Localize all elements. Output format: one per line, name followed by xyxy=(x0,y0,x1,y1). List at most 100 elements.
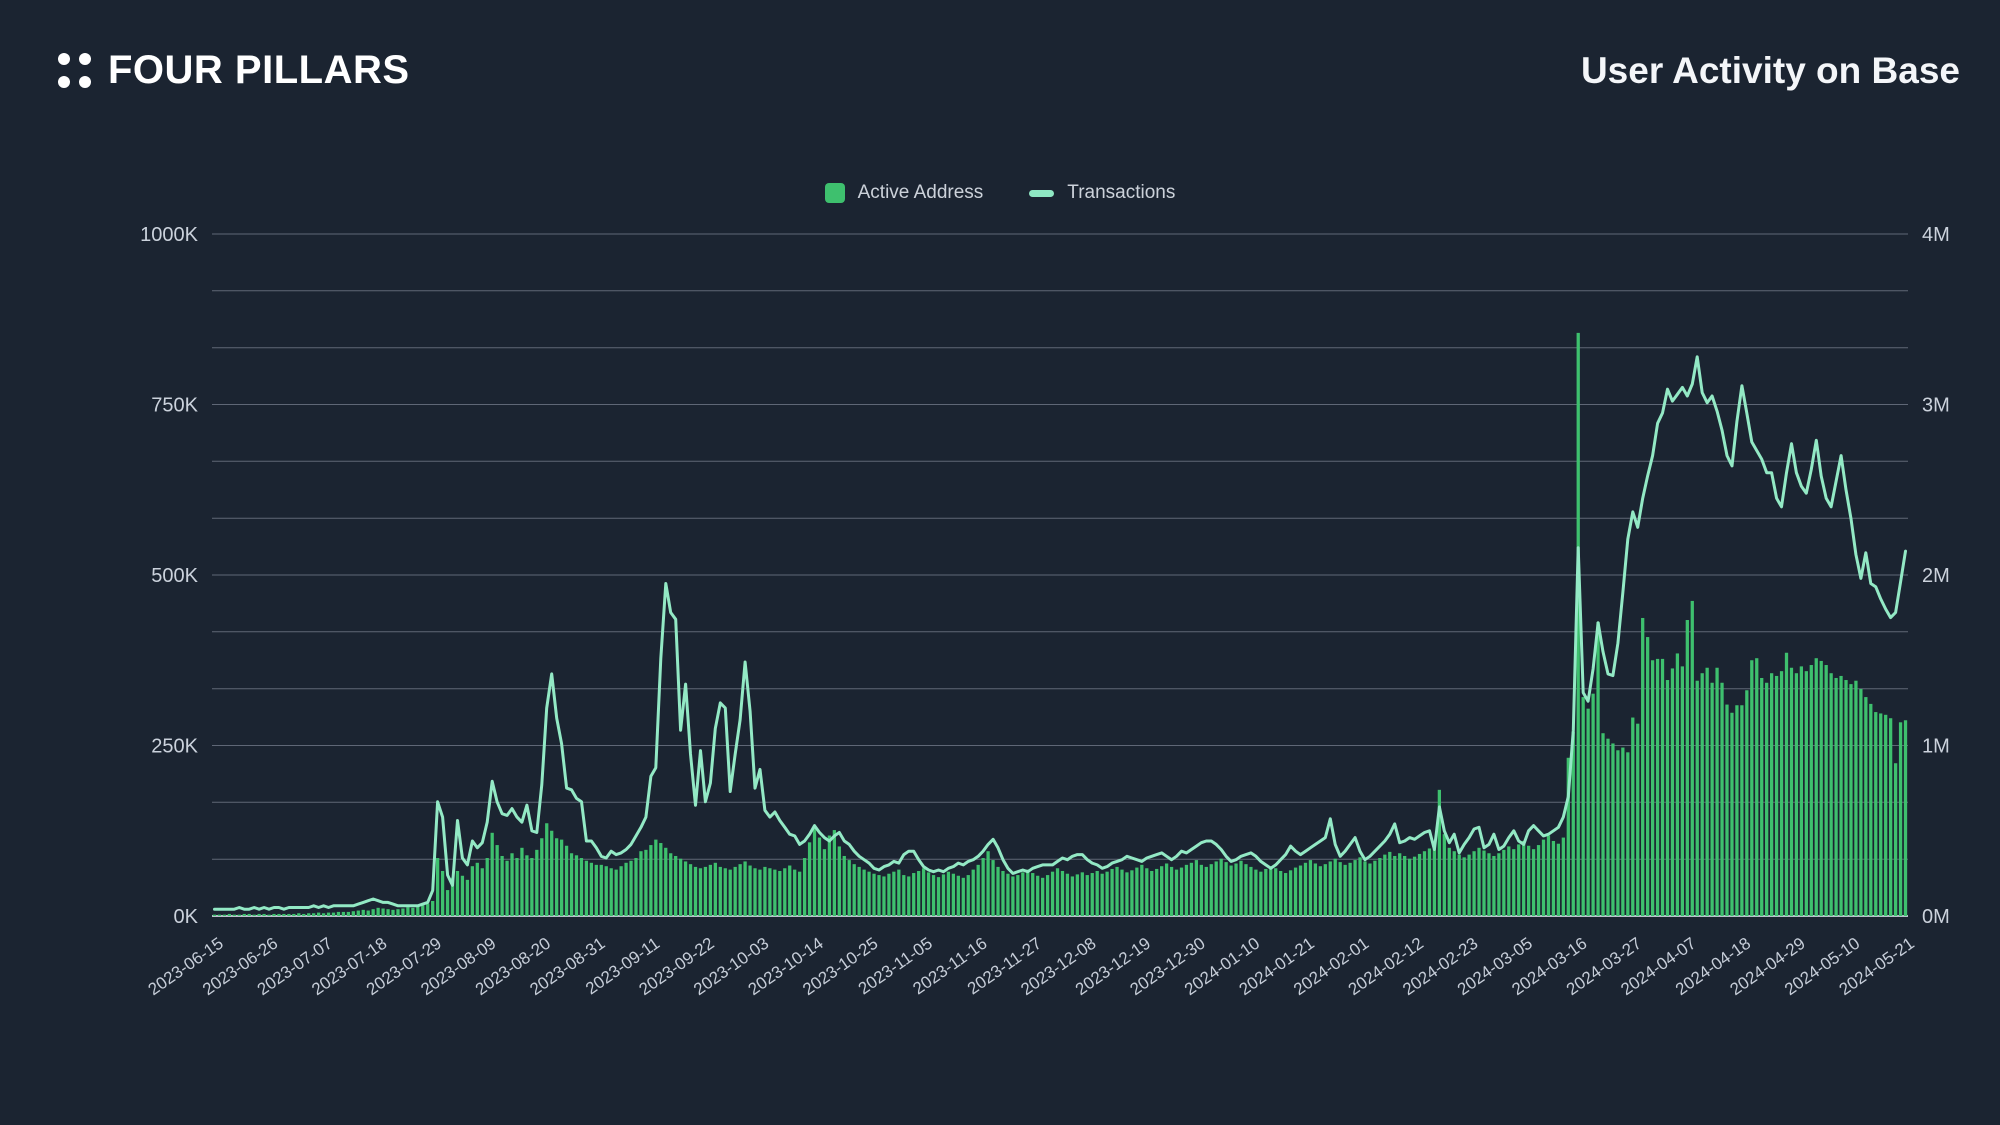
active-address-bar xyxy=(897,869,901,916)
active-address-bar xyxy=(505,860,509,916)
active-address-bar xyxy=(768,868,772,916)
active-address-bar xyxy=(1229,865,1233,916)
active-address-bar xyxy=(1591,693,1595,916)
active-address-bar xyxy=(1234,863,1238,916)
active-address-bar xyxy=(708,864,713,916)
active-address-bar xyxy=(1769,673,1774,916)
active-address-bar xyxy=(1085,875,1089,916)
active-address-bar xyxy=(307,913,311,916)
legend-label-active-address: Active Address xyxy=(857,182,984,203)
active-address-bar xyxy=(574,855,579,916)
active-address-bar xyxy=(1075,874,1079,916)
active-address-bar xyxy=(629,860,633,916)
active-address-bar xyxy=(882,876,886,916)
y-axis-label-right: 2M xyxy=(1922,565,1950,587)
active-address-bar xyxy=(723,868,727,916)
active-address-bar xyxy=(1155,868,1159,916)
active-address-bar xyxy=(1541,839,1546,916)
active-address-bar xyxy=(386,909,390,916)
active-address-bar xyxy=(1784,652,1789,916)
active-address-bar xyxy=(971,869,975,916)
active-address-bar xyxy=(1160,866,1164,916)
active-address-bar xyxy=(1680,666,1684,916)
active-address-bar xyxy=(1080,872,1084,916)
active-address-bar xyxy=(1824,665,1828,916)
legend-item-transactions[interactable]: Transactions xyxy=(1029,182,1175,204)
legend-item-active-address[interactable]: Active Address xyxy=(824,182,984,204)
y-axis-label-right: 4M xyxy=(1922,224,1950,246)
brand-name: FOUR PILLARS xyxy=(108,48,410,92)
active-address-bar xyxy=(1879,713,1883,916)
active-address-bar xyxy=(282,913,286,916)
active-address-bar xyxy=(212,914,217,916)
active-address-bar xyxy=(470,866,474,916)
active-address-bar xyxy=(733,866,737,916)
active-address-bar xyxy=(1021,872,1025,916)
active-address-bar xyxy=(1804,671,1808,916)
active-address-bar xyxy=(1303,862,1308,916)
active-address-bar xyxy=(381,908,385,916)
page-title: User Activity on Base xyxy=(1580,50,1960,91)
active-address-bar xyxy=(1789,667,1794,916)
active-address-bars xyxy=(212,332,1908,916)
brand-logo: FOUR PILLARS xyxy=(58,48,410,93)
active-address-bar xyxy=(1288,870,1293,916)
active-address-bar xyxy=(1636,723,1640,916)
active-address-bar xyxy=(693,866,698,916)
active-address-bar xyxy=(1343,864,1347,916)
active-address-bar xyxy=(902,875,906,916)
active-address-bar xyxy=(1735,705,1739,916)
active-address-bar xyxy=(1621,747,1625,916)
active-address-bar xyxy=(252,914,256,916)
active-address-bar xyxy=(1120,869,1124,916)
active-address-bar xyxy=(1606,738,1610,916)
active-address-bar xyxy=(550,830,554,916)
active-address-bar xyxy=(426,903,430,916)
active-address-bar xyxy=(1561,837,1565,916)
active-address-bar xyxy=(1685,620,1689,916)
active-address-bar xyxy=(842,855,846,916)
active-address-bar xyxy=(1631,717,1635,916)
active-address-bar xyxy=(1105,871,1109,916)
active-address-bar xyxy=(1348,862,1352,916)
active-address-bar xyxy=(1462,857,1466,916)
active-address-bar xyxy=(941,874,946,916)
y-axis-label-left: 0K xyxy=(174,906,199,928)
active-address-bar xyxy=(564,845,569,916)
active-address-bar xyxy=(1492,855,1496,916)
active-address-bar xyxy=(1596,622,1600,916)
active-address-bar xyxy=(336,911,341,916)
active-address-bar xyxy=(1472,851,1476,916)
active-address-bar xyxy=(297,913,301,916)
active-address-bar xyxy=(773,869,777,916)
active-address-bar xyxy=(793,869,797,916)
active-address-bar xyxy=(1546,835,1551,916)
active-address-bar xyxy=(520,847,524,916)
active-address-bar xyxy=(237,914,241,916)
active-address-bar xyxy=(1616,750,1620,916)
active-address-bar xyxy=(1393,855,1397,916)
active-address-bar xyxy=(1740,705,1744,916)
active-address-bar xyxy=(931,875,936,916)
y-axis-label-right: 3M xyxy=(1922,395,1950,417)
four-dots-icon xyxy=(58,53,91,88)
active-address-bar xyxy=(1467,854,1471,916)
active-address-bar xyxy=(1184,864,1189,916)
active-address-bar xyxy=(559,839,564,916)
active-address-bar xyxy=(1115,866,1119,916)
active-address-bar xyxy=(1264,868,1268,916)
active-address-bar xyxy=(703,866,708,916)
active-address-bar xyxy=(569,853,574,916)
active-address-bar xyxy=(1100,873,1104,916)
active-address-bar xyxy=(624,862,628,916)
active-address-bar xyxy=(1095,870,1099,916)
active-address-bar xyxy=(1536,845,1541,916)
active-address-bar xyxy=(1060,870,1065,916)
active-address-bar xyxy=(495,845,499,916)
active-address-bar xyxy=(1497,853,1501,916)
active-address-bar xyxy=(912,873,916,916)
active-address-bar xyxy=(1874,712,1878,916)
active-address-bar xyxy=(713,862,717,916)
active-address-bar xyxy=(1576,332,1580,916)
active-address-bar xyxy=(604,866,608,916)
